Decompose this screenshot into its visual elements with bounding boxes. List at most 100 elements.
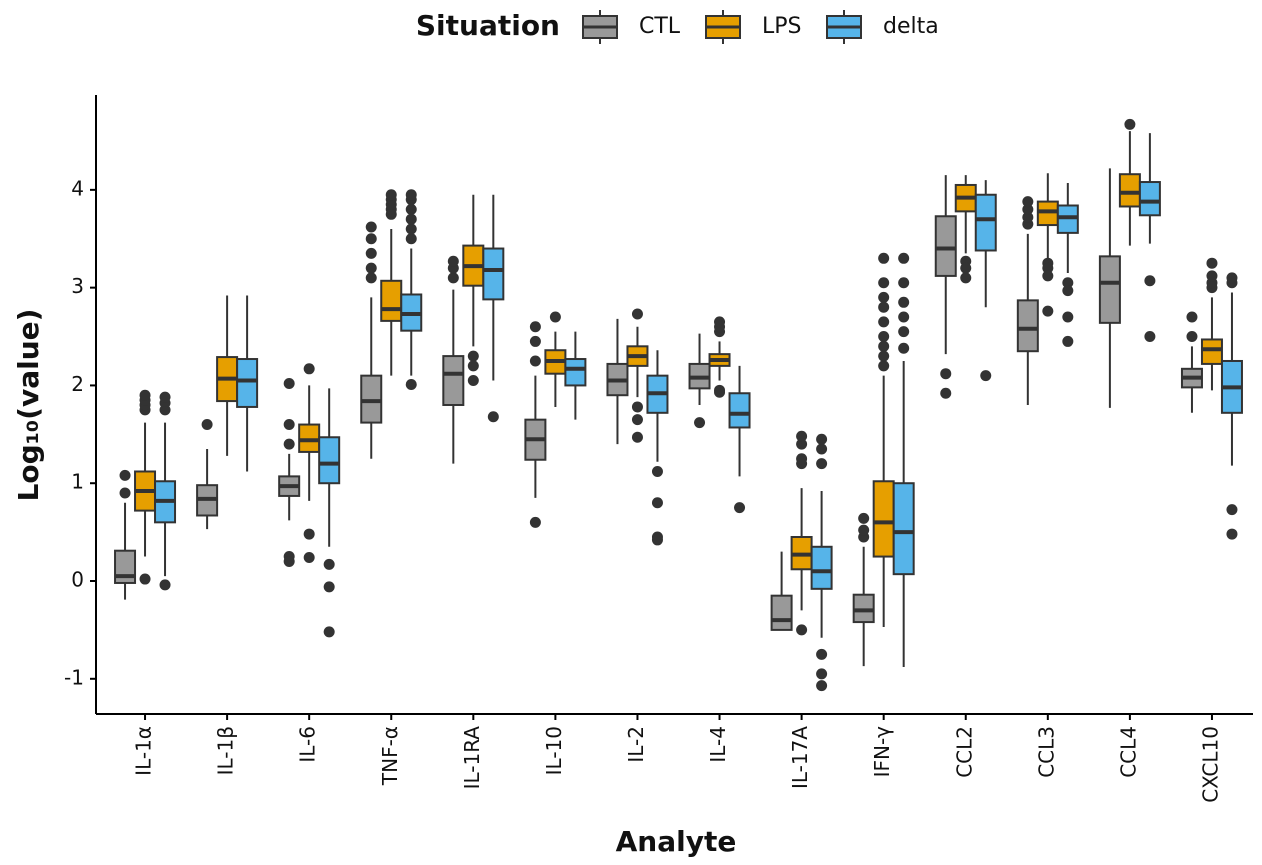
outlier xyxy=(631,431,643,443)
outlier xyxy=(1042,270,1054,282)
outlier xyxy=(467,375,479,387)
outlier xyxy=(898,311,910,323)
x-tick-label: IL-6 xyxy=(296,726,320,763)
box xyxy=(482,247,505,301)
outlier xyxy=(365,272,377,284)
outlier xyxy=(1042,305,1054,317)
y-tick-label: 1 xyxy=(71,470,84,494)
outlier xyxy=(816,433,828,445)
outlier xyxy=(405,378,417,390)
outlier xyxy=(529,355,541,367)
outlier xyxy=(405,223,417,235)
outlier xyxy=(365,247,377,259)
outlier xyxy=(878,340,890,352)
legend-title: Situation xyxy=(416,9,560,42)
x-tick-label: IL-4 xyxy=(706,726,730,763)
box xyxy=(1098,255,1121,324)
x-tick-label: IL-1α xyxy=(132,726,156,776)
outlier xyxy=(529,335,541,347)
outlier xyxy=(1226,504,1238,516)
outlier xyxy=(549,311,561,323)
outlier xyxy=(631,414,643,426)
outlier xyxy=(734,502,746,514)
outlier xyxy=(878,331,890,343)
box xyxy=(1016,299,1039,353)
outlier xyxy=(487,411,499,423)
x-tick-label: IL-1RA xyxy=(460,726,484,790)
outlier xyxy=(980,370,992,382)
outlier xyxy=(898,342,910,354)
outlier xyxy=(858,524,870,536)
outlier xyxy=(878,291,890,303)
outlier xyxy=(405,213,417,225)
x-tick-label: CCL4 xyxy=(1116,726,1140,778)
box xyxy=(892,482,915,576)
outlier xyxy=(303,528,315,540)
outlier xyxy=(898,296,910,308)
box xyxy=(564,358,587,387)
box xyxy=(318,436,341,485)
outlier xyxy=(1062,311,1074,323)
outlier xyxy=(816,680,828,692)
outlier xyxy=(816,443,828,455)
outlier xyxy=(529,321,541,333)
outlier xyxy=(1226,272,1238,284)
outlier xyxy=(878,277,890,289)
y-tick-label: -1 xyxy=(64,665,84,689)
outlier xyxy=(1062,285,1074,297)
y-tick-label: 2 xyxy=(71,372,84,396)
box xyxy=(442,355,465,406)
legend-label: CTL xyxy=(639,14,681,39)
x-tick-label: IL-2 xyxy=(624,726,648,763)
box xyxy=(934,215,957,277)
outlier xyxy=(858,512,870,524)
outlier xyxy=(1206,257,1218,269)
outlier xyxy=(878,301,890,313)
outlier xyxy=(878,252,890,264)
outlier xyxy=(159,579,171,591)
x-axis-title: Analyte xyxy=(616,825,737,858)
outlier xyxy=(631,308,643,320)
outlier xyxy=(960,272,972,284)
outlier xyxy=(878,316,890,328)
outlier xyxy=(405,189,417,201)
outlier xyxy=(1062,335,1074,347)
outlier xyxy=(467,350,479,362)
outlier xyxy=(365,221,377,233)
outlier xyxy=(694,417,706,429)
outlier xyxy=(1124,118,1136,130)
y-tick-label: 3 xyxy=(71,274,84,298)
x-tick-label: CCL2 xyxy=(952,726,976,778)
outlier xyxy=(405,203,417,215)
box xyxy=(236,358,259,408)
outlier xyxy=(631,401,643,413)
box xyxy=(1200,338,1223,365)
outlier xyxy=(405,233,417,245)
box xyxy=(810,545,833,590)
outlier xyxy=(323,558,335,570)
x-tick-label: TNF-α xyxy=(378,726,402,786)
outlier xyxy=(940,387,952,399)
outlier xyxy=(1144,275,1156,287)
x-tick-label: IFN-γ xyxy=(870,726,894,778)
outlier xyxy=(139,573,151,585)
outlier xyxy=(651,465,663,477)
outlier xyxy=(898,252,910,264)
outlier xyxy=(1022,211,1034,223)
outlier xyxy=(1022,196,1034,208)
outlier xyxy=(898,277,910,289)
outlier xyxy=(323,626,335,638)
outlier xyxy=(283,438,295,450)
outlier xyxy=(898,326,910,338)
outlier xyxy=(1062,277,1074,289)
outlier xyxy=(159,391,171,403)
outlier xyxy=(365,233,377,245)
outlier xyxy=(1206,270,1218,282)
outlier xyxy=(1042,262,1054,274)
outlier xyxy=(283,555,295,567)
outlier xyxy=(119,469,131,481)
outlier xyxy=(283,377,295,389)
outlier xyxy=(714,386,726,398)
outlier xyxy=(447,272,459,284)
